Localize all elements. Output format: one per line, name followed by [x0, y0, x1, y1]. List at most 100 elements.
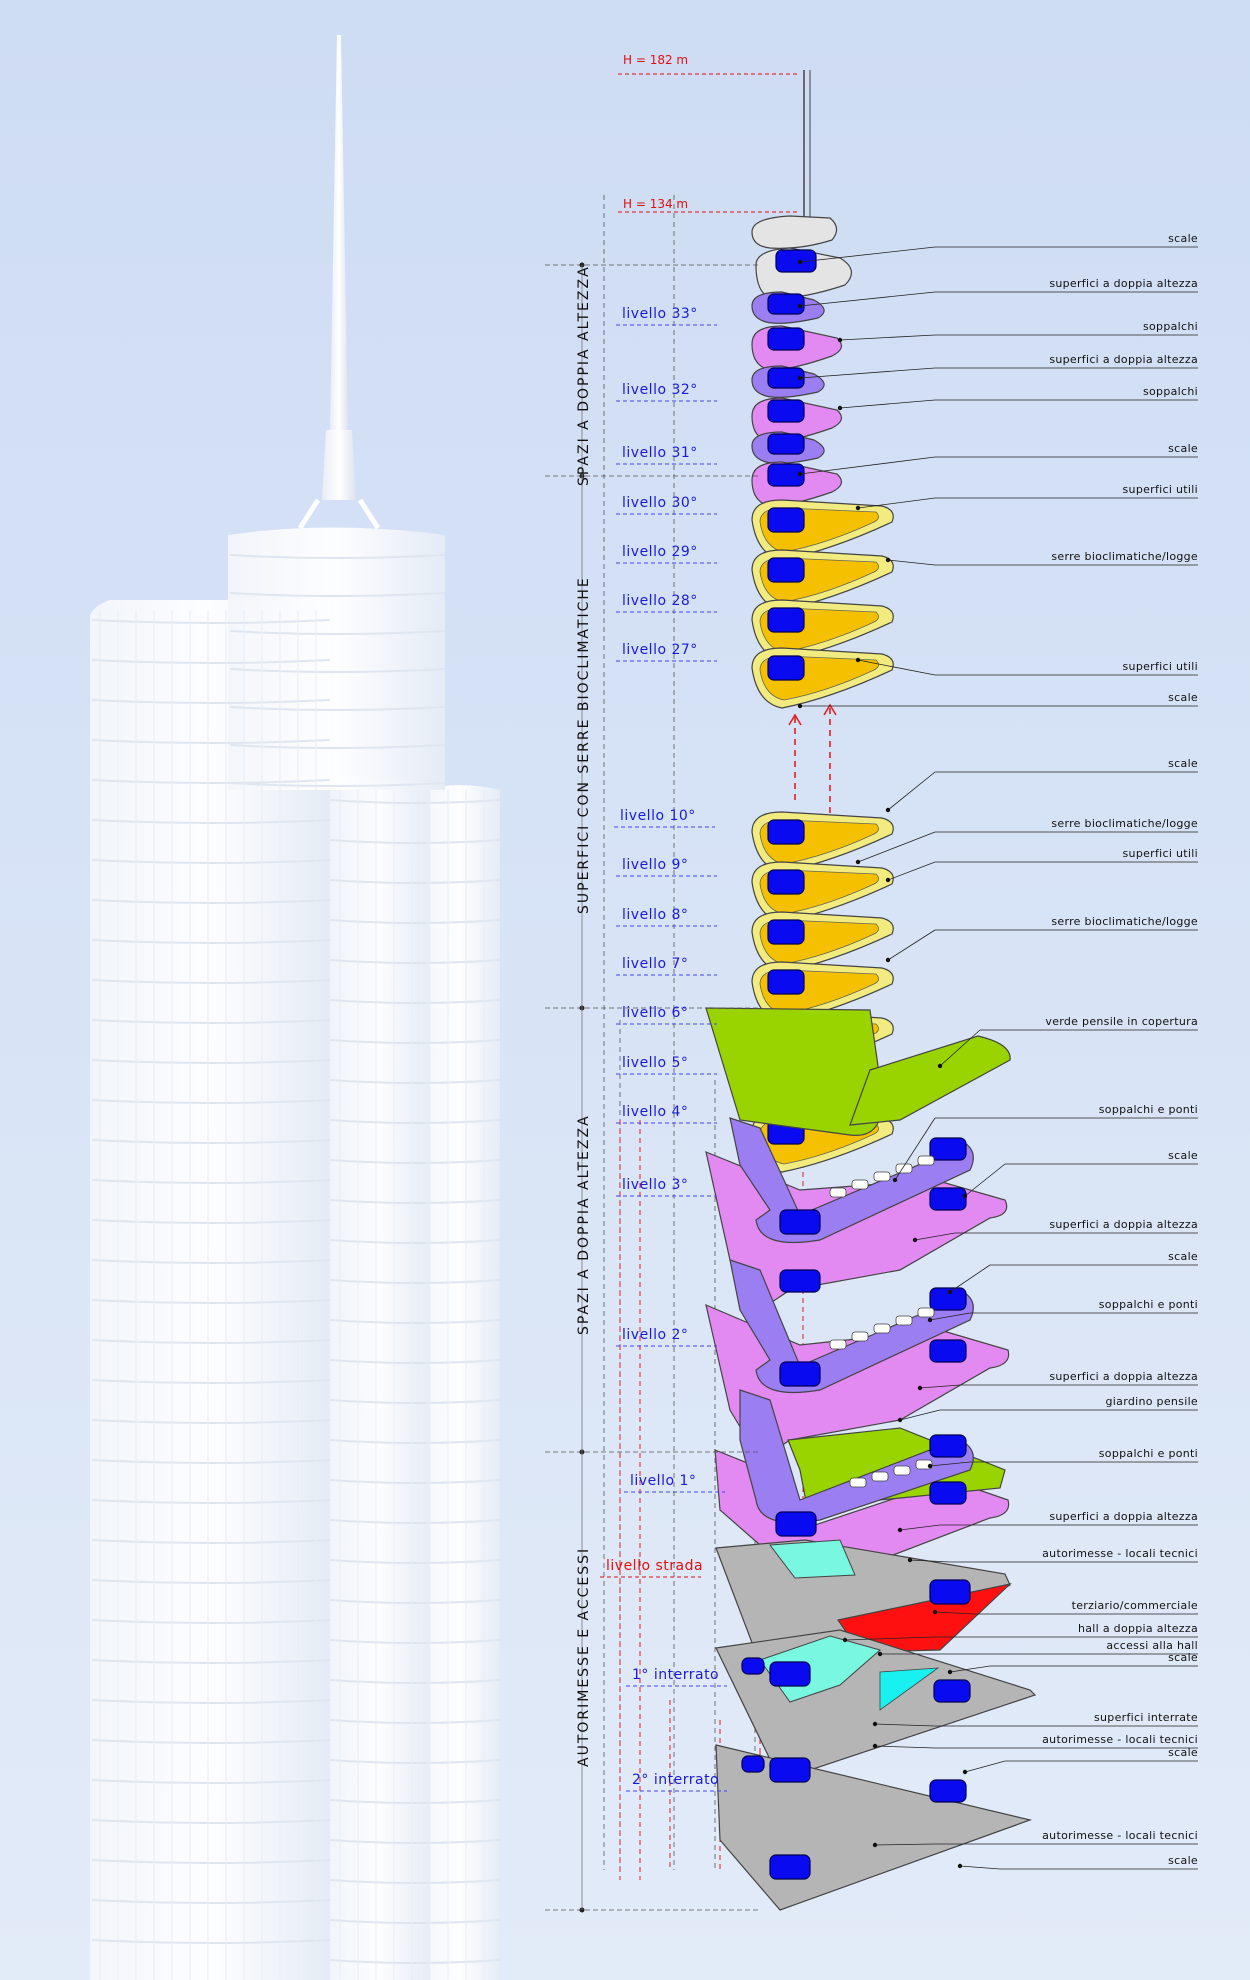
roof-cap	[751, 215, 838, 249]
stair-core	[767, 919, 805, 945]
callout-label-8: superfici utili	[1122, 660, 1198, 673]
zone-label-double-height-mid: SPAZI A DOPPIA ALTEZZA	[576, 1114, 592, 1335]
callout-label-3: superfici a doppia altezza	[1049, 353, 1198, 366]
callout-label-7: serre bioclimatiche/logge	[1051, 550, 1198, 563]
height-134-label: H = 134 m	[623, 197, 689, 211]
level-label-13: livello 4°	[622, 1104, 689, 1120]
stair-core	[929, 1434, 967, 1458]
callout-label-12: superfici utili	[1122, 847, 1198, 860]
green-roof-right	[849, 1035, 1011, 1126]
tower-rendering	[90, 35, 501, 1980]
callout-label-19: soppalchi e ponti	[1098, 1298, 1198, 1311]
level-label-6: livello 27°	[622, 642, 698, 658]
callout-label-25: terziario/commerciale	[1071, 1599, 1198, 1612]
zone-label-parking-access: AUTORIMESSE E ACCESSI	[576, 1546, 592, 1767]
level-label-15: livello 2°	[622, 1327, 689, 1343]
level-label-9: livello 8°	[622, 907, 689, 923]
stair-core	[767, 463, 805, 487]
height-182-label: H = 182 m	[623, 53, 689, 67]
callout-label-24: autorimesse - locali tecnici	[1042, 1547, 1198, 1560]
callout-label-18: scale	[1168, 1250, 1198, 1263]
level-label-8: livello 9°	[622, 857, 689, 873]
callout-label-33: scale	[1168, 1854, 1198, 1867]
hall-double-height-top	[769, 1539, 856, 1579]
callout-label-4: soppalchi	[1143, 385, 1198, 398]
callout-label-17: superfici a doppia altezza	[1049, 1218, 1198, 1231]
stair-core	[929, 1579, 971, 1605]
level-label-2: livello 31°	[622, 445, 698, 461]
level-label-12: livello 5°	[622, 1055, 689, 1071]
stair-core	[741, 1755, 765, 1773]
callout-label-32: autorimesse - locali tecnici	[1042, 1829, 1198, 1842]
stair-core	[769, 1757, 811, 1783]
level-label-7: livello 10°	[620, 808, 696, 824]
callout-label-6: superfici utili	[1122, 483, 1198, 496]
hall-access	[879, 1667, 940, 1711]
stair-core	[779, 1361, 821, 1387]
stair-core	[929, 1137, 967, 1161]
level-label-0: livello 33°	[622, 306, 698, 322]
stair-core	[933, 1679, 971, 1703]
callout-label-21: giardino pensile	[1105, 1395, 1198, 1408]
callout-label-16: scale	[1168, 1149, 1198, 1162]
zone-label-bioclimatic: SUPERFICI CON SERRE BIOCLIMATICHE	[576, 576, 592, 914]
level-label-5: livello 28°	[622, 593, 698, 609]
stair-core	[767, 969, 805, 995]
callout-label-23: superfici a doppia altezza	[1049, 1510, 1198, 1523]
stair-core	[767, 433, 805, 455]
stair-core	[775, 249, 817, 273]
level-label-18: 1° interrato	[632, 1667, 720, 1683]
stair-core	[767, 557, 805, 583]
level-leader-lines	[545, 73, 800, 1913]
stair-core	[769, 1854, 811, 1880]
stair-core	[929, 1779, 967, 1803]
callout-label-22: soppalchi e ponti	[1098, 1447, 1198, 1460]
callout-leader-lines	[797, 246, 1198, 1870]
callout-label-13: serre bioclimatiche/logge	[1051, 915, 1198, 928]
callout-label-1: superfici a doppia altezza	[1049, 277, 1198, 290]
stair-core	[779, 1269, 821, 1293]
callout-label-29: superfici interrate	[1094, 1711, 1198, 1724]
callout-label-11: serre bioclimatiche/logge	[1051, 817, 1198, 830]
callout-label-30: autorimesse - locali tecnici	[1042, 1733, 1198, 1746]
zone-label-double-height-top: SPAZI A DOPPIA ALTEZZA	[576, 265, 592, 486]
callout-label-0: scale	[1168, 232, 1198, 245]
stair-core	[929, 1339, 967, 1363]
stair-core	[775, 1511, 817, 1537]
stair-core	[767, 869, 805, 895]
callout-label-28: scale	[1168, 1651, 1198, 1664]
callout-label-10: scale	[1168, 757, 1198, 770]
stair-core	[767, 399, 805, 423]
stair-core	[929, 1287, 967, 1311]
callout-label-9: scale	[1168, 691, 1198, 704]
stair-core	[929, 1481, 967, 1505]
callout-label-27: accessi alla hall	[1106, 1639, 1198, 1652]
level-label-19: 2° interrato	[632, 1772, 720, 1788]
callout-label-15: soppalchi e ponti	[1098, 1103, 1198, 1116]
stair-core	[767, 655, 805, 681]
stair-core	[767, 607, 805, 633]
level-label-11: livello 6°	[622, 1005, 689, 1021]
level-label-16: livello 1°	[630, 1473, 697, 1489]
callout-label-2: soppalchi	[1143, 320, 1198, 333]
level-label-17: livello strada	[606, 1558, 704, 1574]
level-label-3: livello 30°	[622, 495, 698, 511]
stair-core	[767, 819, 805, 845]
stair-core	[769, 1661, 811, 1687]
stair-core	[741, 1657, 765, 1675]
callout-label-26: hall a doppia altezza	[1078, 1622, 1198, 1635]
stair-core	[767, 293, 805, 315]
level-label-1: livello 32°	[622, 382, 698, 398]
exploded-floor-diagram	[603, 70, 1037, 1911]
stair-core	[767, 507, 805, 533]
level-label-14: livello 3°	[622, 1177, 689, 1193]
level-label-10: livello 7°	[622, 956, 689, 972]
callout-label-5: scale	[1168, 442, 1198, 455]
callout-label-14: verde pensile in copertura	[1045, 1015, 1198, 1028]
callout-label-20: superfici a doppia altezza	[1049, 1370, 1198, 1383]
stair-core	[929, 1187, 967, 1211]
stair-core	[779, 1209, 821, 1235]
callout-label-31: scale	[1168, 1746, 1198, 1759]
stair-core	[767, 327, 805, 351]
